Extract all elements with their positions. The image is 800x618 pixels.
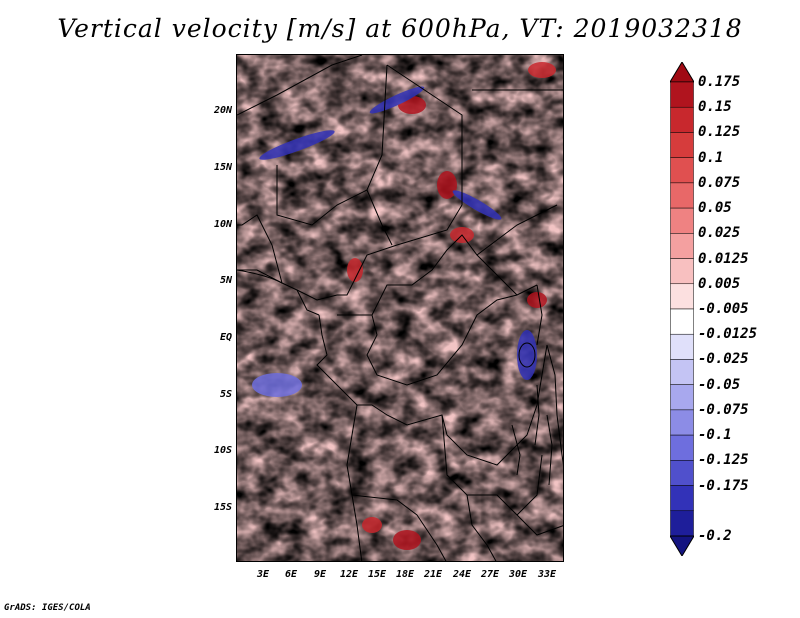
- colorbar-cap-top: [669, 61, 695, 83]
- map-title: Vertical velocity [m/s] at 600hPa, VT: 2…: [57, 14, 743, 43]
- colorbar-label: 0.025: [698, 225, 741, 242]
- colorbar-label: 0.075: [698, 174, 741, 191]
- colorbar-label: 0.05: [698, 200, 732, 217]
- colorbar-label: -0.1: [698, 427, 732, 444]
- vertical-velocity-map: [236, 54, 564, 562]
- colorbar-bin: [670, 106, 694, 133]
- lon-label-33e: 33E: [537, 569, 557, 580]
- lat-label-5n: 5N: [219, 275, 232, 286]
- lat-label-10s: 10S: [213, 445, 232, 456]
- colorbar-bin: [670, 207, 694, 234]
- colorbar-label: -0.025: [698, 351, 749, 368]
- colorbar-bin: [670, 384, 694, 411]
- colorbar-label: -0.2: [698, 528, 732, 544]
- colorbar-bin: [670, 81, 694, 108]
- colorbar-label: 0.1: [698, 149, 724, 166]
- colorbar-bin: [670, 510, 694, 537]
- colorbar-bin: [670, 460, 694, 486]
- colorbar-label: 0.15: [698, 99, 732, 116]
- colorbar-bin: [670, 182, 694, 209]
- footer-credit: GrADS: IGES/COLA: [4, 603, 91, 613]
- colorbar-label: 0.125: [698, 124, 741, 141]
- colorbar-label: -0.075: [698, 401, 749, 418]
- colorbar-bin: [670, 132, 694, 158]
- country-borders: [237, 55, 563, 561]
- colorbar-bin: [670, 258, 694, 285]
- lat-label-10n: 10N: [213, 219, 232, 230]
- colorbar-label: 0.005: [698, 275, 741, 292]
- colorbar-bin: [670, 283, 694, 310]
- lat-label-eq: EQ: [219, 332, 232, 343]
- lon-label-27e: 27E: [480, 569, 500, 580]
- colorbar-bin: [670, 233, 694, 259]
- colorbar-bin: [670, 157, 694, 184]
- lon-label-12e: 12E: [339, 569, 359, 580]
- lon-label-30e: 30E: [508, 569, 528, 580]
- colorbar: [669, 61, 695, 557]
- colorbar-label: 0.0125: [698, 250, 749, 267]
- colorbar-label: -0.125: [698, 452, 749, 469]
- colorbar-bin: [670, 333, 694, 360]
- lat-label-15s: 15S: [213, 502, 232, 513]
- colorbar-label: -0.0125: [698, 326, 758, 343]
- colorbar-label: -0.005: [698, 301, 749, 317]
- colorbar-label: -0.05: [698, 376, 741, 393]
- lat-label-5s: 5S: [219, 389, 232, 400]
- colorbar-label: -0.175: [698, 477, 749, 494]
- colorbar-bin: [670, 359, 694, 385]
- lon-label-24e: 24E: [452, 569, 472, 580]
- lon-label-21e: 21E: [423, 569, 443, 580]
- lat-label-20n: 20N: [213, 105, 232, 116]
- lon-label-9e: 9E: [313, 569, 327, 580]
- colorbar-bin: [670, 308, 694, 335]
- lon-label-15e: 15E: [367, 569, 387, 580]
- colorbar-bin: [670, 485, 694, 512]
- lon-label-18e: 18E: [395, 569, 415, 580]
- positive-velocity-field: [237, 55, 563, 561]
- lon-label-3e: 3E: [256, 569, 270, 580]
- colorbar-label: 0.175: [698, 74, 741, 90]
- lon-label-6e: 6E: [284, 569, 298, 580]
- colorbar-bin: [670, 434, 694, 461]
- colorbar-cap-bottom: [669, 535, 695, 557]
- lat-label-15n: 15N: [213, 162, 232, 173]
- lakes: [511, 342, 553, 486]
- colorbar-bin: [670, 409, 694, 436]
